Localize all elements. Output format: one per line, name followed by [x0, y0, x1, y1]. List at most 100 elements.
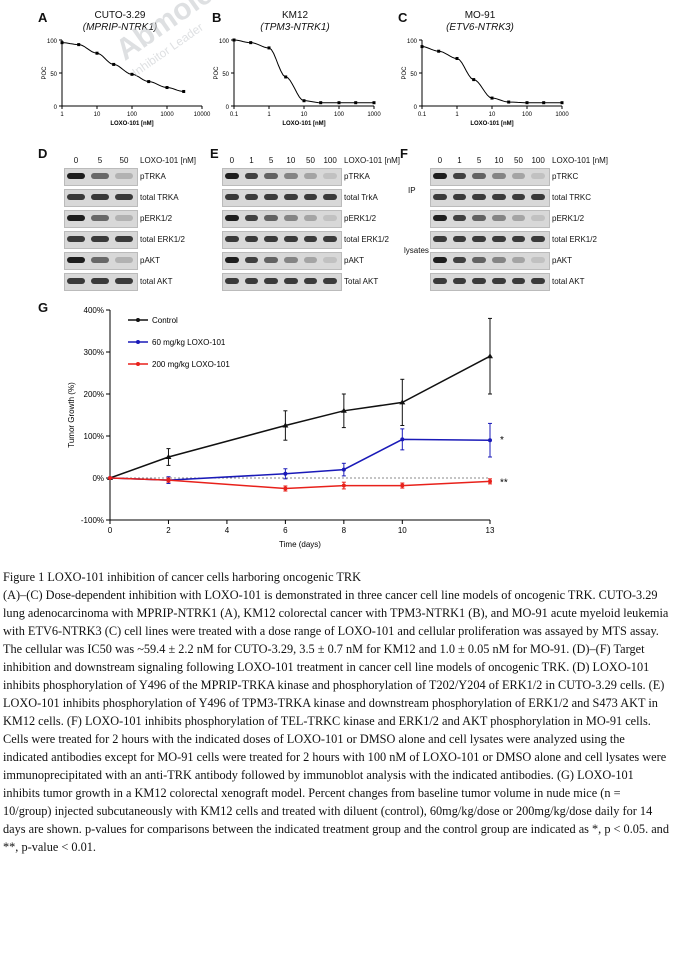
data-point: [487, 353, 493, 359]
blot-band: [264, 236, 278, 242]
panel-a-cell-line: CUTO-3.29: [94, 10, 146, 21]
data-point: [302, 99, 306, 103]
x-tick-label: 1000: [160, 112, 174, 118]
legend-label: 60 mg/kg LOXO-101: [152, 338, 226, 347]
ip-label: IP: [408, 186, 416, 195]
tumor-growth-chart: -100% 0% 100% 200% 300% 400% 0 2 4 6 8 10 13 Time (da…: [67, 306, 508, 549]
data-point: [95, 51, 99, 55]
y-tick-label: 50: [410, 72, 417, 78]
data-point: [437, 49, 441, 53]
blot-band: [433, 257, 447, 263]
data-point: [182, 89, 186, 93]
panel-letter-f: F: [400, 146, 408, 161]
western-blot-f: 0 1 5 10 50 100 LOXO-101 [nM] pTRKC total TRKC pE…: [430, 156, 610, 296]
blot-band: [67, 194, 85, 200]
blot-strip: [222, 273, 342, 291]
data-point: [488, 438, 492, 443]
blot-band: [531, 257, 545, 263]
blot-band: [433, 278, 447, 284]
x-tick-label: 0.1: [230, 112, 239, 118]
panel-b-fusion: (TPM3-NTRK1): [260, 22, 330, 33]
significance-marker: **: [500, 477, 508, 488]
blot-band: [472, 236, 486, 242]
panel-letter-a: A: [38, 10, 48, 25]
panel-letter-e: E: [210, 146, 219, 161]
blot-band: [67, 278, 85, 284]
blot-band: [472, 278, 486, 284]
blot-band: [225, 194, 239, 200]
blot-band: [284, 173, 298, 179]
data-point: [525, 101, 529, 105]
x-tick-label: 13: [486, 526, 495, 535]
data-point: [472, 78, 476, 82]
data-point: [560, 101, 564, 105]
panel-letter-b: B: [212, 10, 222, 25]
blot-band: [91, 278, 109, 284]
data-point: [77, 43, 81, 47]
dose-response-chart-b: 0 50 100 0.1 1 10 100 1000 LOXO-101 [nM] POC: [214, 38, 381, 127]
blot-band: [323, 257, 337, 263]
blot-band: [244, 257, 259, 263]
blot-strip: [430, 210, 550, 228]
data-point: [112, 62, 116, 66]
y-axis-label: Tumor Growth (%): [67, 382, 76, 448]
data-point: [267, 46, 271, 50]
blot-row-label: total AKT: [552, 277, 585, 286]
blot-band: [492, 215, 506, 221]
dose-label: 5: [476, 156, 482, 165]
blot-band: [91, 173, 109, 179]
panel-b-title: KM12 (TPM3-NTRK1): [240, 10, 350, 34]
blot-band: [284, 194, 298, 200]
data-point: [166, 478, 171, 483]
x-tick-label: 2: [166, 526, 171, 535]
x-axis-label: LOXO-101 [nM]: [110, 121, 153, 127]
blot-band: [452, 173, 467, 179]
dose-label: 100: [531, 156, 545, 165]
x-tick-label: 100: [127, 112, 138, 118]
figure-1: A CUTO-3.29 (MPRIP-NTRK1) B KM12 (TPM3-N…: [38, 0, 610, 549]
x-tick-label: 10: [94, 112, 101, 118]
blot-band: [91, 194, 109, 200]
y-axis-label: POC: [402, 66, 408, 80]
x-tick-label: 1: [60, 112, 64, 118]
blot-band: [472, 215, 486, 221]
data-point: [165, 86, 169, 90]
blot-band: [225, 257, 239, 263]
blot-band: [91, 257, 109, 263]
data-point: [455, 56, 459, 60]
x-tick-label: 1: [267, 112, 271, 118]
data-point: [354, 101, 358, 105]
data-point: [60, 41, 64, 45]
blot-strip: [430, 168, 550, 186]
blot-band: [511, 215, 526, 221]
blot-band: [511, 194, 526, 200]
caption-title: Figure 1 LOXO-101 inhibition of cancer c…: [3, 570, 362, 584]
data-point: [340, 407, 347, 413]
blot-band: [323, 215, 337, 221]
panel-c-fusion: (ETV6-NTRK3): [446, 22, 514, 33]
dose-label: 5: [268, 156, 274, 165]
y-tick-label: 300%: [84, 348, 104, 357]
data-point: [399, 399, 406, 405]
blot-row-label: total TRKC: [552, 193, 591, 202]
dose-unit-label: LOXO-101 [nM]: [344, 156, 401, 165]
y-tick-label: 400%: [84, 306, 104, 315]
blot-band: [284, 215, 298, 221]
blot-band: [492, 236, 506, 242]
blot-band: [452, 257, 467, 263]
blot-band: [492, 278, 506, 284]
lysates-label: lysates: [404, 246, 429, 255]
blot-band: [452, 278, 467, 284]
legend-marker: [136, 340, 140, 344]
data-point: [232, 38, 236, 42]
x-tick-label: 10: [301, 112, 308, 118]
panel-letter-d: D: [38, 146, 48, 161]
dose-label: 10: [494, 156, 504, 165]
blot-row-label: pERK1/2: [552, 214, 585, 223]
y-tick-label: 0: [414, 105, 418, 111]
blot-band: [511, 236, 526, 242]
blot-band: [225, 278, 239, 284]
data-point: [507, 100, 511, 104]
y-tick-label: 0: [54, 105, 58, 111]
y-axis-label: POC: [214, 66, 220, 80]
